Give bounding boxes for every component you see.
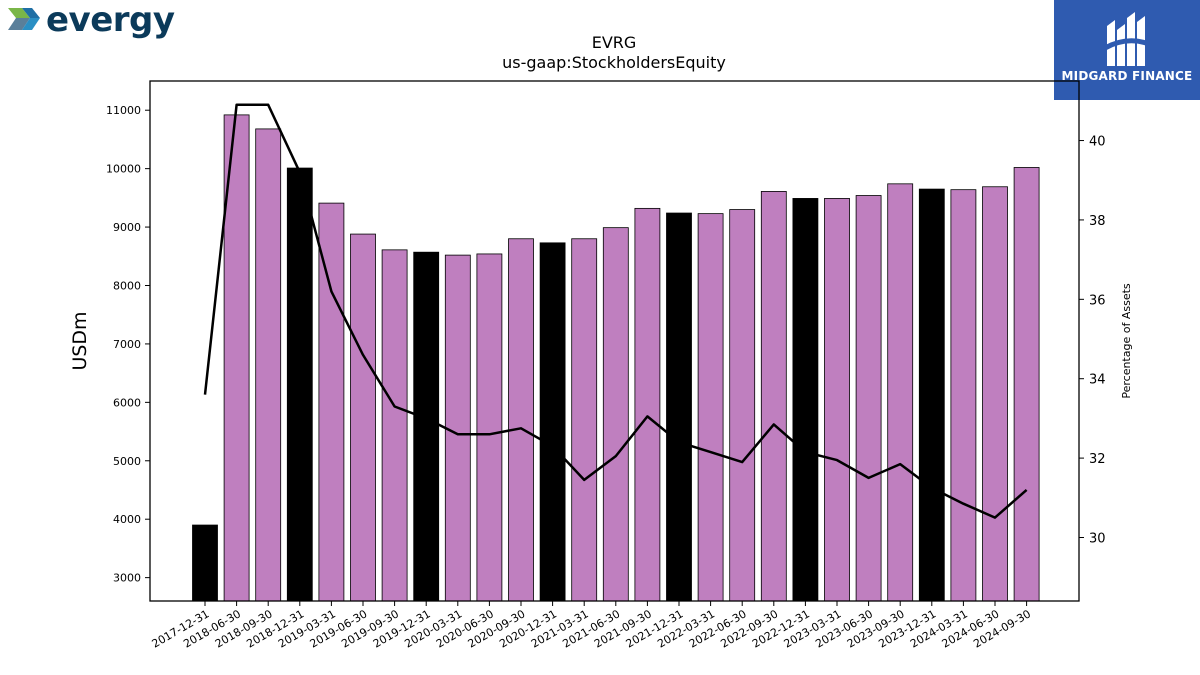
- x-axis: 2017-12-312018-06-302018-09-302018-12-31…: [150, 601, 1033, 651]
- bar-2021-06-30: [602, 227, 629, 602]
- bar-2017-12-31: [192, 524, 218, 602]
- bar-2024-09-30: [1013, 167, 1040, 602]
- plot-frame: [149, 80, 1080, 602]
- bar-2023-12-31: [918, 188, 945, 602]
- bar-2019-06-30: [350, 233, 376, 602]
- bar-2023-03-31: [824, 198, 850, 602]
- midgard-finance-logo: MIDGARD FINANCE: [1054, 0, 1200, 100]
- y-tick-label: 10000: [106, 163, 141, 176]
- y2-tick-label: 40: [1089, 135, 1106, 150]
- y-tick-label: 9000: [113, 221, 141, 234]
- bar-2019-03-31: [318, 202, 345, 602]
- y-tick-label: 3000: [113, 572, 141, 585]
- y-tick-label: 8000: [113, 279, 141, 292]
- y-tick-label: 4000: [113, 513, 141, 526]
- bar-2020-06-30: [476, 253, 503, 602]
- bar-2022-03-31: [697, 213, 724, 602]
- bar-2019-12-31: [413, 251, 440, 602]
- line-group: [203, 103, 1028, 519]
- bar-2020-03-31: [444, 254, 471, 602]
- midgard-logo-mark-icon: [1103, 12, 1150, 66]
- bar-2024-06-30: [982, 186, 1008, 602]
- y2-tick-label: 34: [1089, 373, 1106, 388]
- y-tick-label: 11000: [106, 104, 141, 117]
- y2-axis-label: Percentage of Assets: [1120, 283, 1133, 399]
- bar-2021-12-31: [666, 212, 692, 602]
- midgard-logo-text: MIDGARD FINANCE: [1061, 69, 1193, 83]
- y-tick-label: 7000: [113, 338, 141, 351]
- bar-2020-12-31: [539, 242, 566, 602]
- bar-2021-09-30: [634, 207, 661, 602]
- chart-subtitle: us-gaap:StockholdersEquity: [502, 53, 726, 72]
- y2-tick-label: 32: [1089, 452, 1106, 467]
- bar-2021-03-31: [571, 238, 598, 602]
- bar-2023-06-30: [855, 195, 882, 602]
- bar-2020-09-30: [508, 238, 534, 602]
- y-axis: 3000 4000 5000 6000 7000 8000 9000 10000 11000: [106, 104, 150, 585]
- bar-2022-06-30: [729, 209, 756, 602]
- evergy-logo-text: evergy: [46, 0, 175, 40]
- bar-2018-09-30: [255, 128, 282, 602]
- evergy-logo-mark-icon: [8, 8, 40, 30]
- y2-axis: 30 32 34 36 38 40: [1079, 135, 1106, 546]
- y-tick-label: 5000: [113, 455, 141, 468]
- bar-2024-03-31: [950, 189, 977, 602]
- bar-2019-09-30: [381, 249, 408, 602]
- series-line-percentage-of-assets: [203, 103, 1028, 519]
- y2-tick-label: 38: [1089, 214, 1106, 229]
- bar-2022-09-30: [760, 191, 787, 602]
- y2-tick-label: 30: [1089, 531, 1106, 546]
- bar-2018-12-31: [286, 167, 313, 602]
- bar-2023-09-30: [887, 183, 914, 602]
- y-axis-label: USDm: [69, 311, 91, 370]
- bar-2018-06-30: [223, 114, 250, 602]
- y2-tick-label: 36: [1089, 293, 1106, 308]
- evergy-logo: evergy: [6, 0, 186, 44]
- bar-2022-12-31: [792, 198, 819, 602]
- y-tick-label: 6000: [113, 396, 141, 409]
- bars-group: [192, 114, 1040, 602]
- chart-title: EVRG: [592, 33, 637, 52]
